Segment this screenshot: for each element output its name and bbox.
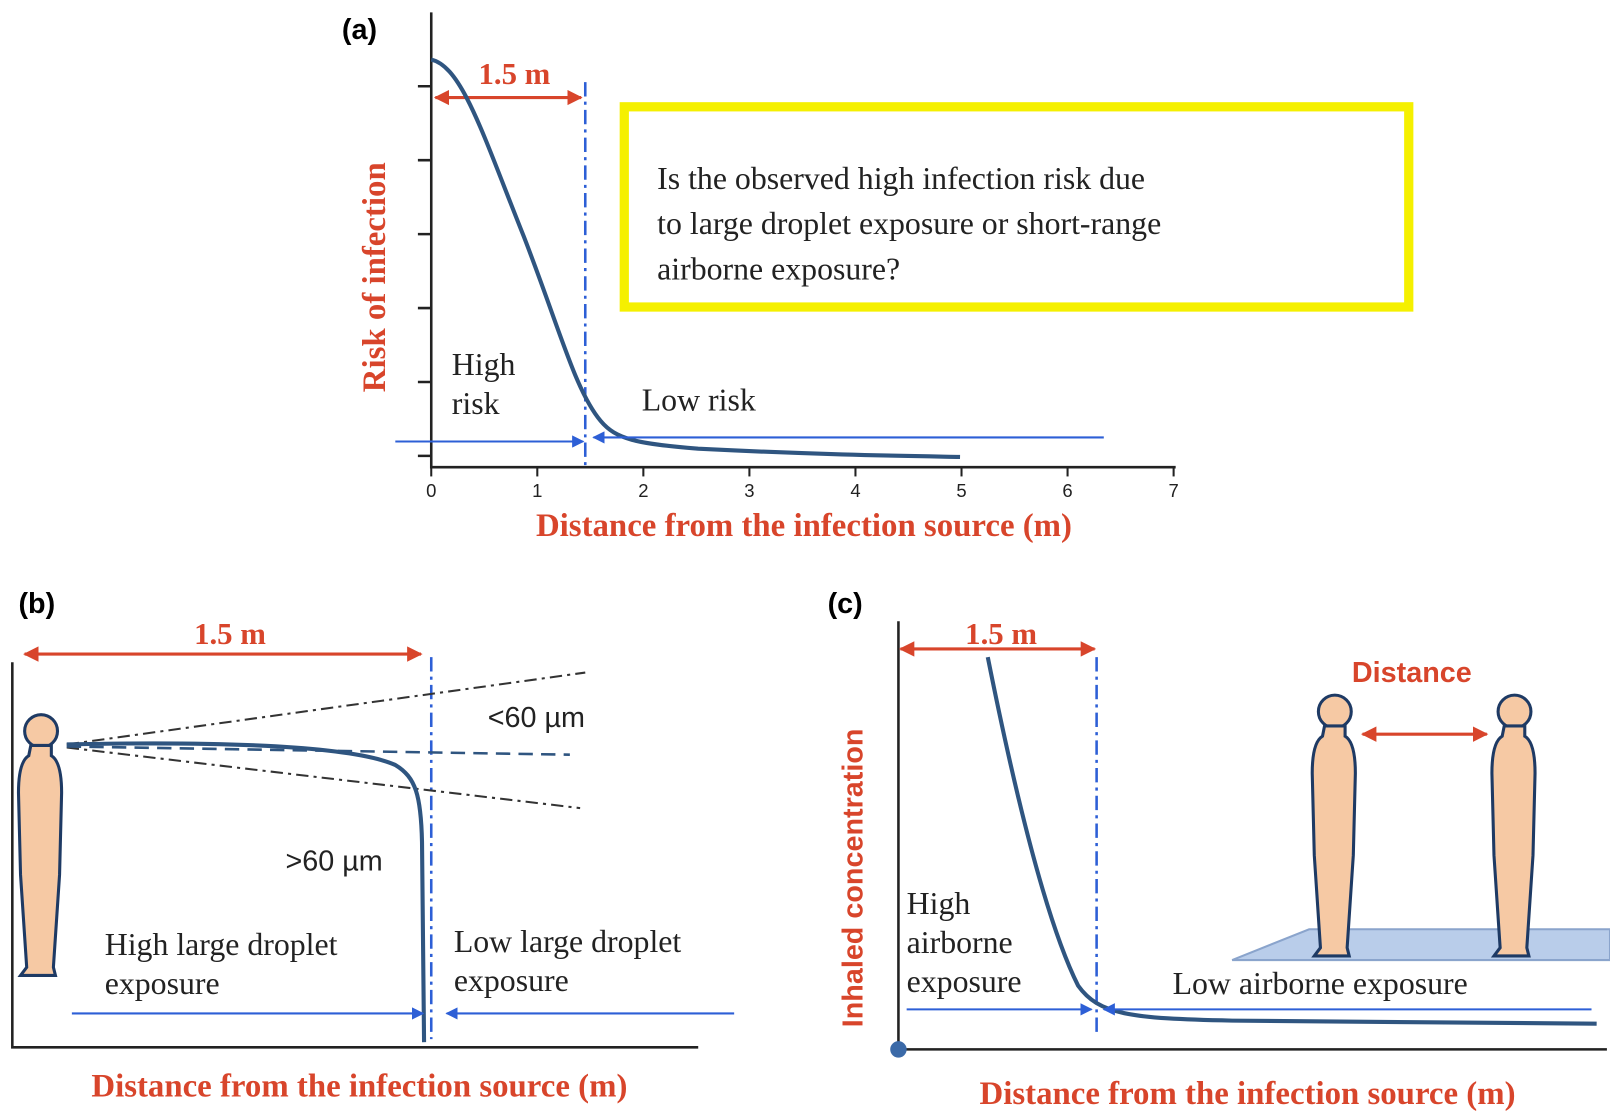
question-line: Is the observed high infection risk due (657, 161, 1145, 196)
low-label: Low airborne exposure (1173, 966, 1468, 1001)
x-tick-label: 2 (638, 480, 648, 501)
x-tick-label: 1 (532, 480, 542, 501)
panel-a: (a) 0 1 2 3 4 5 6 7 Risk of infection Distance … (342, 12, 1409, 544)
small-label: <60 µm (488, 702, 585, 734)
origin-dot (890, 1041, 906, 1057)
y-axis-label: Risk of infection (357, 162, 393, 392)
high-label: High (907, 886, 971, 921)
x-axis-label: Distance from the infection source (m) (91, 1069, 627, 1105)
x-tick-label: 0 (426, 480, 436, 501)
x-axis-label: Distance from the infection source (m) (536, 508, 1072, 544)
panel-c: (c) Inhaled concentration 1.5 m High air… (828, 588, 1610, 1111)
x-ticks: 0 1 2 3 4 5 6 7 (426, 467, 1179, 501)
y-axis-label: Inhaled concentration (838, 729, 870, 1028)
x-tick-label: 4 (850, 480, 860, 501)
high-label: risk (452, 386, 500, 421)
low-label: exposure (454, 963, 569, 998)
person (1312, 695, 1355, 956)
low-label: Low large droplet (454, 924, 682, 959)
high-label: exposure (907, 964, 1022, 999)
panel-label: (c) (828, 588, 863, 620)
x-tick-label: 7 (1168, 480, 1178, 501)
large-label: >60 µm (285, 846, 382, 878)
y-ticks (418, 86, 431, 456)
people-distance-label: Distance (1352, 657, 1472, 689)
panel-label: (b) (18, 588, 55, 620)
person (1492, 695, 1535, 956)
x-axis-label: Distance from the infection source (m) (980, 1076, 1516, 1111)
figure: (a) 0 1 2 3 4 5 6 7 Risk of infection Distance … (0, 0, 1610, 1111)
panel-b: (b) 1.5 m <60 µm >60 µm High large dropl… (12, 588, 734, 1105)
high-label: airborne (907, 925, 1013, 960)
panel-label: (a) (342, 14, 377, 46)
low-label: Low risk (642, 383, 756, 418)
spread-lines (67, 673, 586, 809)
page: (a) 0 1 2 3 4 5 6 7 Risk of infection Distance … (0, 0, 1610, 1111)
high-label: High large droplet (105, 927, 338, 962)
distance-label: 1.5 m (194, 617, 266, 651)
distance-label: 1.5 m (965, 617, 1037, 651)
x-tick-label: 6 (1062, 480, 1072, 501)
x-tick-label: 5 (956, 480, 966, 501)
distance-label: 1.5 m (478, 57, 550, 91)
x-tick-label: 3 (744, 480, 754, 501)
high-label: High (452, 347, 516, 382)
floor (1232, 929, 1610, 960)
person (18, 715, 61, 976)
high-label: exposure (105, 966, 220, 1001)
question-line: airborne exposure? (657, 251, 900, 286)
question-line: to large droplet exposure or short-range (657, 206, 1161, 241)
